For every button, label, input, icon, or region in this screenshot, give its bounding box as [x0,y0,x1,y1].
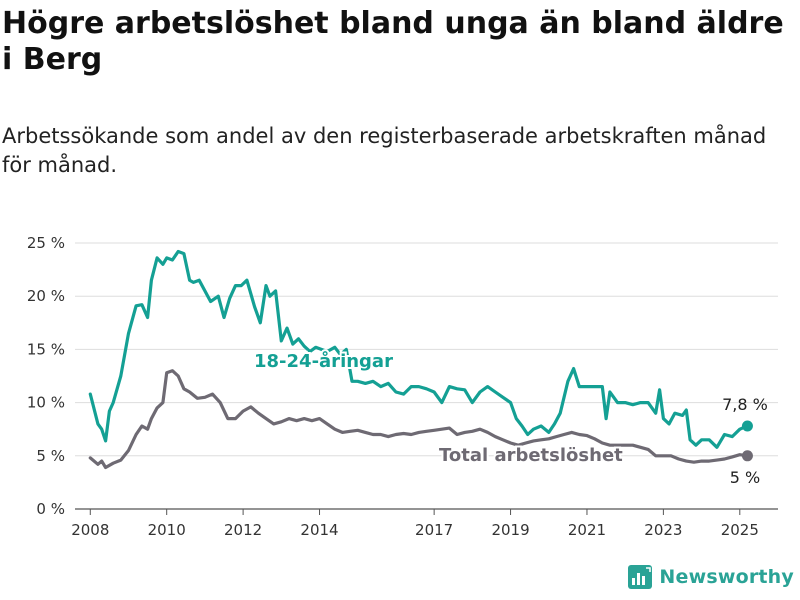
x-tick-label: 2010 [148,521,186,539]
x-tick-label: 2017 [415,521,453,539]
brand-logo: Newsworthy [627,564,794,590]
x-tick-label: 2025 [721,521,759,539]
end-label-total: 5 % [730,468,760,487]
endpoint-youth [741,420,753,432]
y-tick-label: 5 % [36,447,65,465]
series-name-youth: 18-24-åringar [254,350,393,372]
y-tick-label: 25 % [27,234,65,252]
brand-name: Newsworthy [659,566,794,588]
series-labels: 18-24-åringar Total arbetslöshet 7,8 % 5 % [252,348,768,487]
y-tick-label: 15 % [27,340,65,358]
y-tick-label: 0 % [36,500,65,518]
end-label-youth: 7,8 % [722,395,768,414]
y-tick-label: 10 % [27,394,65,412]
y-tick-label: 20 % [27,287,65,305]
endpoint-total [741,450,753,462]
x-tick-label: 2014 [300,521,338,539]
x-axis: 2008 2010 2012 2014 2017 2019 2021 2023 2025 [71,509,759,539]
x-tick-label: 2008 [71,521,109,539]
x-tick-label: 2019 [491,521,529,539]
series-line-total [88,369,749,470]
series-name-total: Total arbetslöshet [439,445,623,466]
chart-subtitle: Arbetssökande som andel av den registerb… [2,124,767,177]
y-axis: 0 % 5 % 10 % 15 % 20 % 25 % [27,234,65,518]
newsworthy-logo-icon [628,565,653,589]
grid-lines [75,242,778,510]
series-line-youth [88,249,749,449]
x-tick-label: 2021 [568,521,606,539]
line-chart: 0 %5 %10 %15 %20 %25 % 2008 2010 2012 2014 2… [27,234,778,539]
series-lines [88,249,753,470]
x-tick-label: 2023 [644,521,682,539]
chart-title: Högre arbetslöshet bland unga än bland ä… [2,6,784,77]
x-tick-label: 2012 [224,521,262,539]
